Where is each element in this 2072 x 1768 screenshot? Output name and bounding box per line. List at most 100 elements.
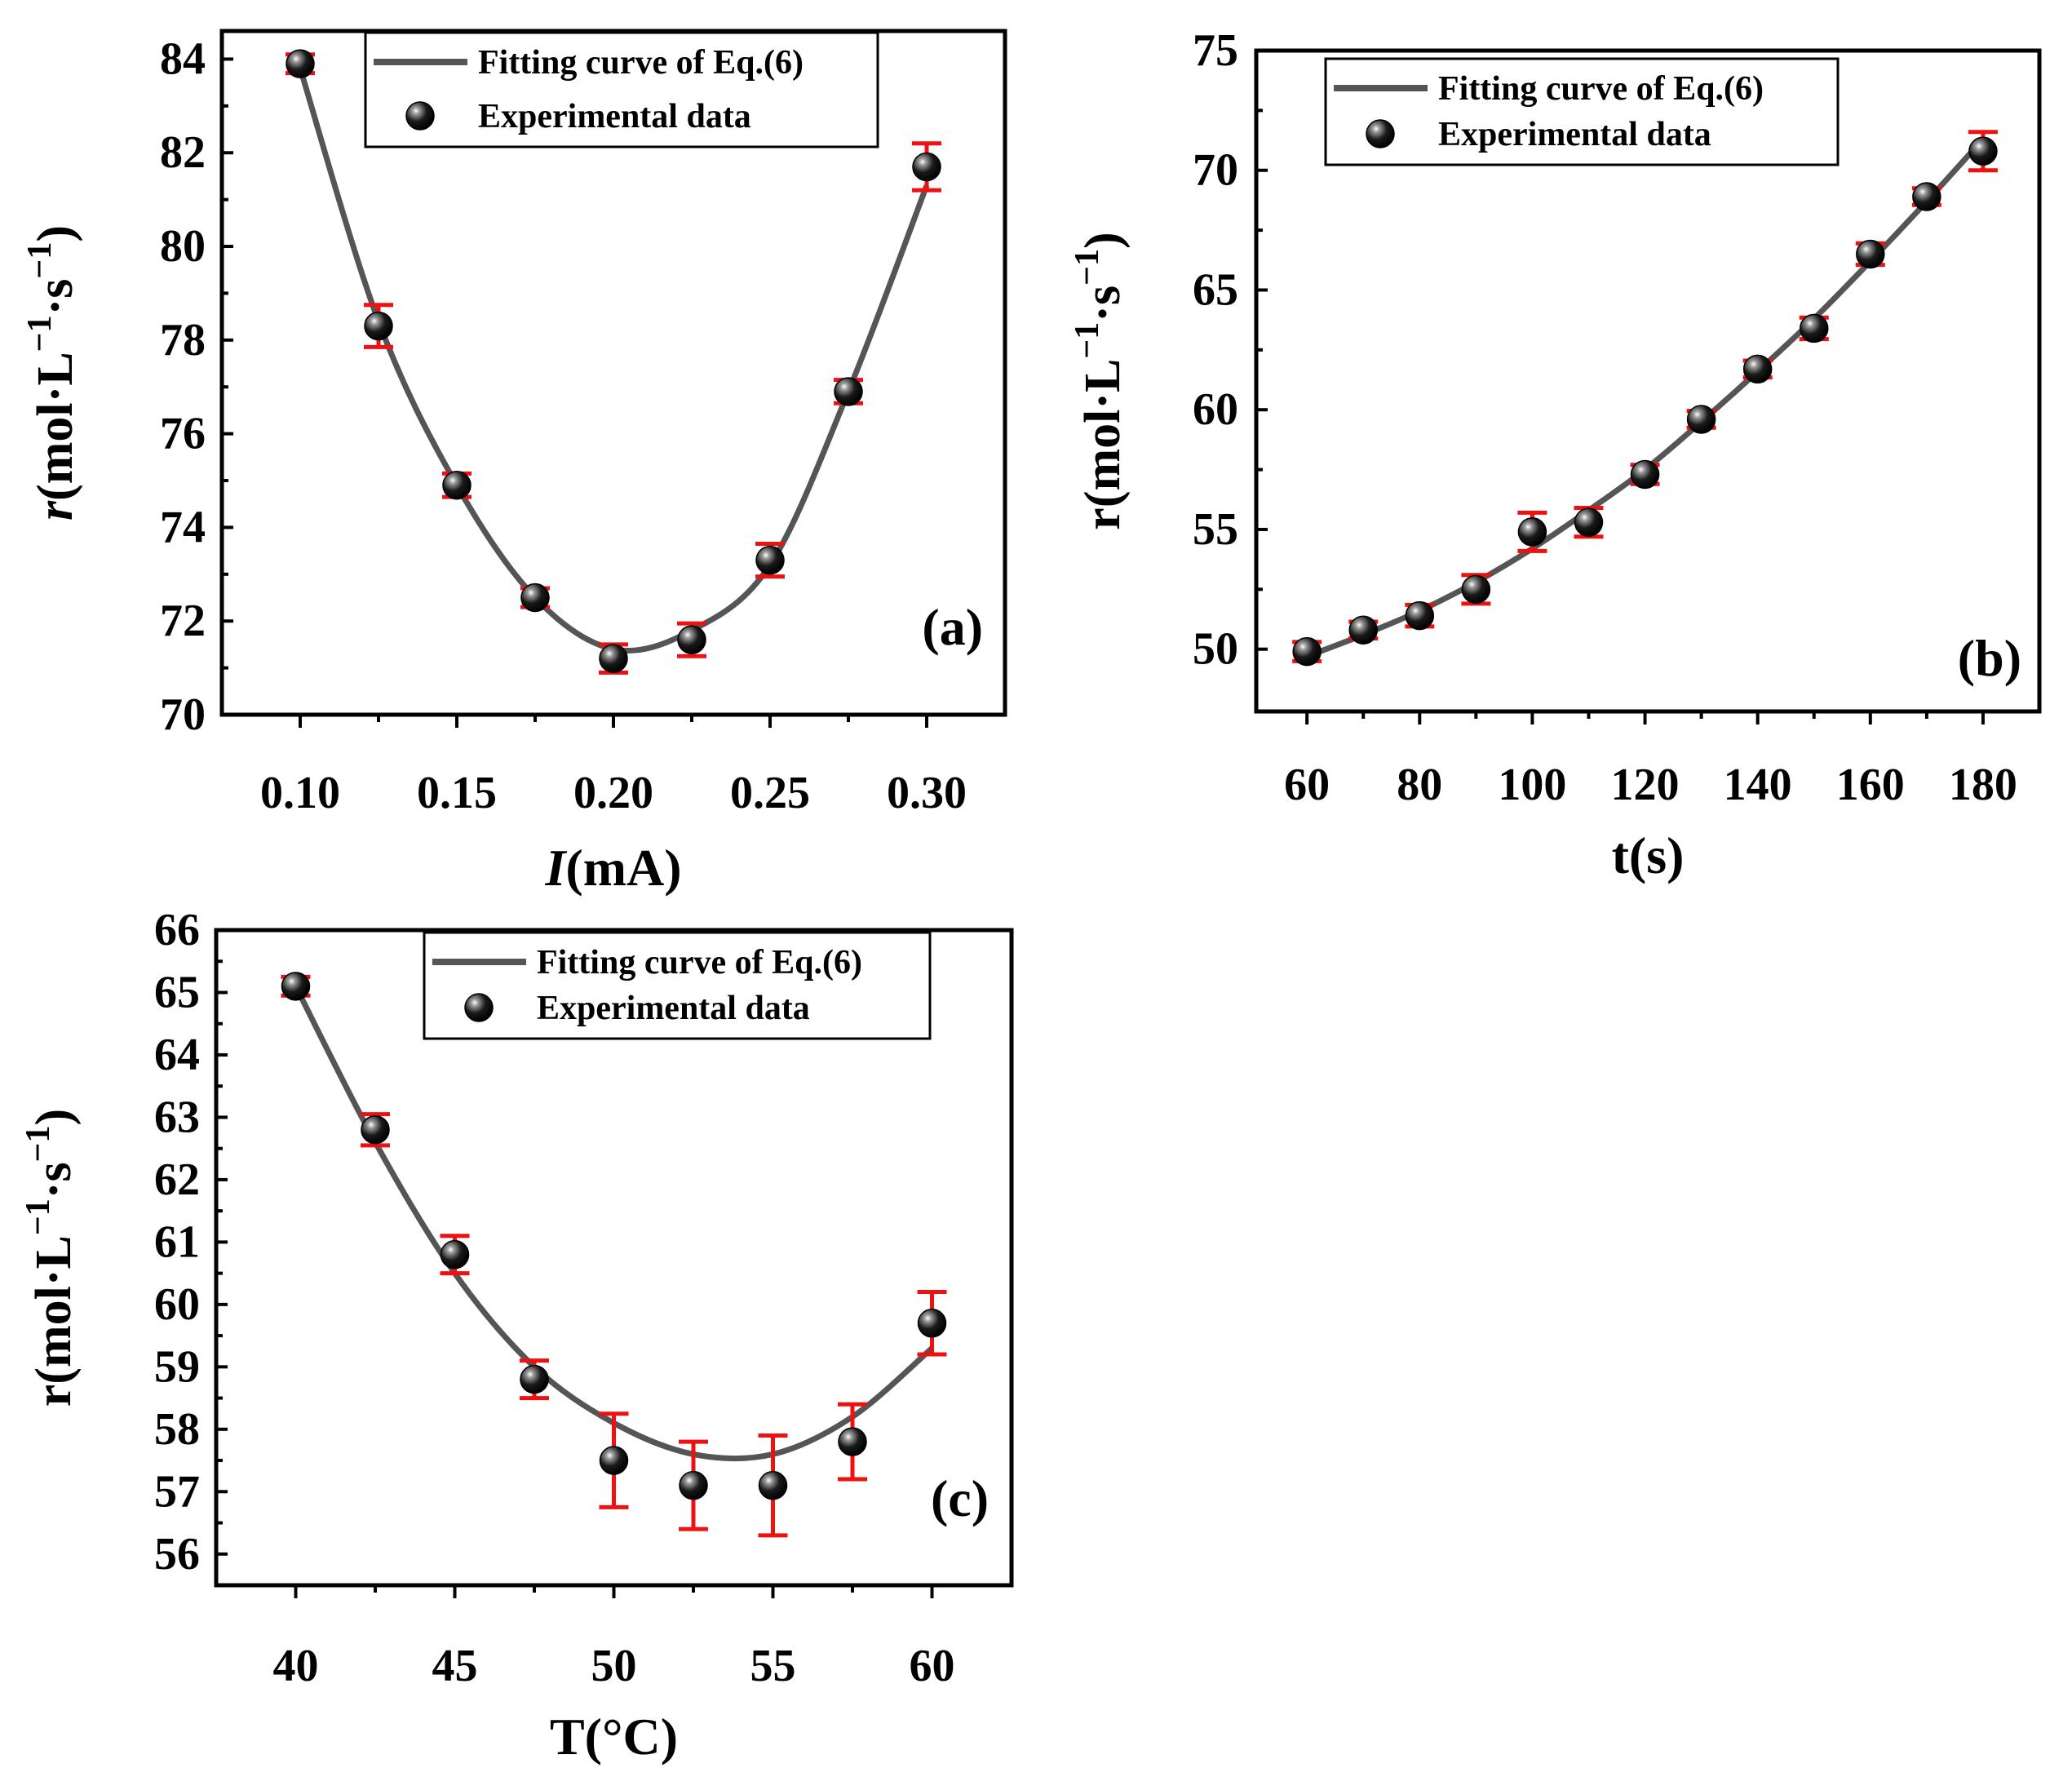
y-axis-label: r(mol·L−1·s−1): [21, 225, 83, 521]
x-tick-label: 100: [1498, 760, 1566, 810]
y-tick-label: 65: [154, 967, 200, 1017]
x-tick-label: 40: [273, 1641, 319, 1691]
chart-panel-c: 56 57 58 59 60 61 62 63 64 65 66 40 45 50 55 60 T(°C) r(m…: [20, 905, 1014, 1766]
data-point: [755, 545, 785, 575]
y-axis-label-text: ): [1075, 232, 1131, 249]
y-tick-label: 60: [154, 1279, 200, 1330]
y-tick-label: 60: [1193, 384, 1238, 435]
data-point: [1405, 600, 1435, 631]
data-point: [838, 1427, 867, 1456]
y-tick-label: 72: [160, 596, 206, 646]
data-point: [1348, 615, 1378, 645]
x-axis-label-italic: I: [544, 839, 567, 897]
legend-label-curve: Fitting curve of Eq.(6): [1438, 70, 1764, 108]
legend-box: [423, 931, 932, 1040]
data-point: [1292, 636, 1322, 667]
data-point: [440, 1239, 470, 1270]
y-tick-label: 82: [160, 127, 206, 178]
data-point: [286, 49, 315, 78]
y-tick-label: 70: [1193, 145, 1238, 196]
x-tick-label: 160: [1836, 760, 1905, 810]
legend-label-points: Experimental data: [537, 990, 810, 1027]
y-tick-label: 62: [154, 1154, 200, 1205]
x-tick-label: 45: [432, 1641, 478, 1691]
data-point: [1856, 239, 1885, 269]
legend-marker-swatch: [405, 101, 435, 131]
fit-curve-line: [1305, 137, 1986, 659]
x-tick-label: 55: [750, 1641, 796, 1691]
chart-panel-a: 70 72 74 76 78 80 82 84 0.10 0.15 0.20 0.25 0.30 I(mA…: [21, 29, 1007, 897]
data-point: [1912, 182, 1941, 211]
y-axis-label-text: ·s: [1075, 286, 1131, 322]
x-tick-label: 60: [910, 1641, 955, 1691]
legend-marker-swatch: [464, 993, 494, 1022]
y-tick-label: 80: [160, 221, 206, 272]
y-tick-label: 75: [1193, 25, 1238, 76]
data-point: [912, 152, 941, 182]
data-point: [679, 1470, 708, 1500]
x-axis-label-text: T(°C): [550, 1708, 678, 1766]
y-tick-label: 56: [154, 1529, 200, 1580]
y-tick-label: 70: [160, 689, 206, 740]
y-tick-label: 78: [160, 315, 206, 366]
y-axis-label: r(mol·L−1·s−1): [1069, 232, 1131, 530]
y-tick-label: 55: [1193, 504, 1238, 555]
data-point: [520, 583, 550, 613]
x-tick-label: 0.15: [417, 768, 497, 818]
legend-label-points: Experimental data: [478, 98, 751, 135]
panel-label: (c): [931, 1469, 989, 1527]
y-tick-label: 57: [154, 1466, 200, 1517]
x-tick-label: 120: [1611, 760, 1680, 810]
y-tick-label: 76: [160, 409, 206, 459]
x-tick-label: 0.30: [887, 768, 967, 818]
x-axis-label-text: t(s): [1612, 826, 1685, 884]
data-point: [599, 644, 628, 673]
y-axis-label-text: r(mol·L: [1075, 359, 1131, 530]
x-tick-label: 0.25: [730, 768, 810, 818]
data-point: [1799, 313, 1829, 343]
x-axis-label: I(mA): [544, 839, 681, 897]
data-point: [442, 471, 472, 500]
data-point: [599, 1446, 629, 1475]
fit-curve-line: [297, 67, 930, 654]
y-tick-label: 74: [160, 502, 206, 552]
y-axis-label-sup: −1: [21, 242, 59, 279]
data-point: [1574, 507, 1604, 537]
data-point: [1686, 405, 1716, 434]
y-axis-label-text: ): [28, 225, 83, 242]
x-tick-label: 140: [1724, 760, 1792, 810]
chart-panel-b: 5055606570756080100120140160180709011013…: [1069, 25, 2042, 884]
y-tick-label: 58: [154, 1404, 200, 1455]
x-axis-label-text: (mA): [565, 839, 681, 897]
data-point: [281, 972, 311, 1001]
data-point: [1517, 517, 1547, 547]
y-tick-label: 64: [154, 1030, 200, 1080]
legend-label-curve: Fitting curve of Eq.(6): [478, 44, 804, 82]
data-point: [834, 377, 863, 406]
data-point: [1461, 574, 1491, 605]
legend-box: [364, 31, 879, 148]
data-point: [758, 1470, 788, 1500]
x-tick-label: 0.20: [573, 768, 653, 818]
y-axis-label: r(mol·L−1·s−1): [20, 1109, 82, 1407]
y-tick-label: 59: [154, 1341, 200, 1392]
data-point: [361, 1114, 390, 1145]
panel-label: (a): [922, 598, 983, 656]
y-tick-label: 50: [1193, 624, 1238, 675]
data-point: [364, 311, 393, 341]
y-axis-label-sup: −1: [21, 315, 59, 352]
y-axis-label-text: r(mol·L: [26, 1235, 82, 1407]
y-axis-label-text: ): [26, 1109, 82, 1126]
data-point: [1968, 136, 1998, 166]
x-axis-label: T(°C): [550, 1708, 678, 1766]
y-axis-label-text: ·s: [28, 279, 83, 316]
y-axis-label-sup: −1: [1069, 322, 1106, 359]
x-tick-label: 50: [591, 1641, 637, 1691]
x-axis-label: t(s): [1612, 826, 1685, 884]
x-tick-label: 80: [1397, 760, 1442, 810]
y-axis-label-text: ·s: [26, 1162, 82, 1199]
y-axis-label-sup: −1: [20, 1125, 57, 1162]
legend-box: [1324, 57, 1840, 166]
x-tick-label: 180: [1949, 760, 2017, 810]
